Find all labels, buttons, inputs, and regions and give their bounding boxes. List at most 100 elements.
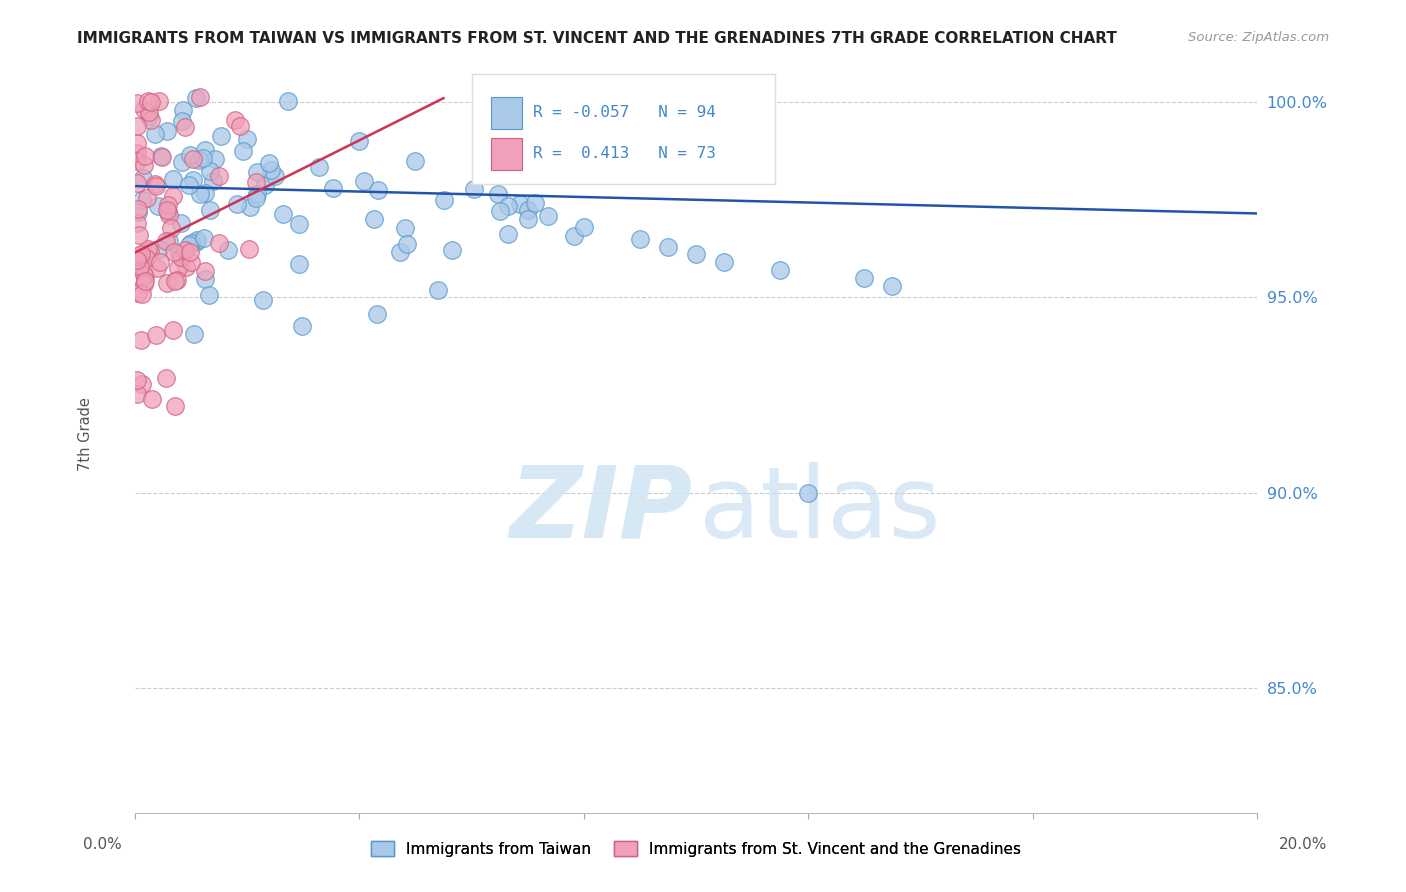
Point [157,234,180,248]
Point [125,216,148,230]
Point [512,144,534,158]
Point [131,193,153,207]
Point [225,197,247,211]
Text: atlas: atlas [699,462,941,558]
Point [209,128,232,143]
Point [132,103,155,117]
Point [190,90,212,104]
Point [167,260,190,275]
Point [136,94,159,108]
FancyBboxPatch shape [471,74,775,184]
Point [432,193,454,207]
Point [194,186,217,200]
Point [155,276,177,290]
Point [127,286,149,301]
Point [224,113,246,128]
Point [127,205,149,219]
Point [516,212,538,227]
Point [245,175,267,189]
Point [177,178,200,193]
Point [367,183,389,197]
FancyBboxPatch shape [491,97,522,128]
Point [287,257,309,271]
Point [713,255,735,269]
Point [139,112,162,127]
Point [271,207,294,221]
Point [853,271,876,285]
Point [322,181,344,195]
Point [155,234,177,248]
Point [125,154,148,169]
Point [183,153,205,167]
Point [129,260,152,274]
Point [187,153,209,167]
Point [134,158,156,172]
Point [157,198,180,212]
Point [537,209,560,223]
Point [163,274,186,288]
Point [167,246,190,260]
Point [308,160,330,174]
Point [186,233,208,247]
Point [463,182,485,196]
Point [155,371,177,385]
Point [404,153,426,168]
Point [516,203,538,218]
Point [235,132,257,146]
Point [174,120,197,134]
Point [184,235,207,250]
Point [163,399,186,413]
Point [238,242,260,256]
Point [174,260,197,274]
Point [125,136,148,150]
Point [498,199,520,213]
Point [366,307,388,321]
Point [197,288,219,302]
Point [127,95,149,110]
Point [135,191,157,205]
Point [132,171,155,186]
Point [426,283,449,297]
Point [229,119,252,133]
Point [260,163,283,178]
Point [246,186,269,201]
Point [131,376,153,391]
Point [156,203,179,218]
Point [162,323,184,337]
Point [191,152,214,166]
Point [134,268,156,283]
Text: Source: ZipAtlas.com: Source: ZipAtlas.com [1188,31,1329,45]
Point [129,333,152,347]
Point [139,244,162,259]
Point [232,144,254,158]
Point [136,243,159,257]
Point [162,189,184,203]
Point [132,262,155,277]
Point [134,149,156,163]
Point [277,95,299,109]
Point [166,272,188,286]
Point [208,235,231,250]
Point [685,247,707,261]
Point [202,174,225,188]
Point [134,277,156,291]
Point [349,134,371,148]
Point [184,91,207,105]
Point [139,95,162,109]
Text: 0.0%: 0.0% [83,838,122,852]
Point [208,169,231,184]
FancyBboxPatch shape [491,137,522,169]
Point [395,237,418,252]
Point [134,274,156,288]
Point [562,228,585,243]
Point [217,243,239,257]
Point [127,249,149,263]
Point [183,326,205,341]
Point [180,236,202,251]
Point [657,240,679,254]
Point [257,155,280,169]
Point [143,178,166,192]
Point [572,220,595,235]
Point [246,164,269,178]
Point [150,151,173,165]
